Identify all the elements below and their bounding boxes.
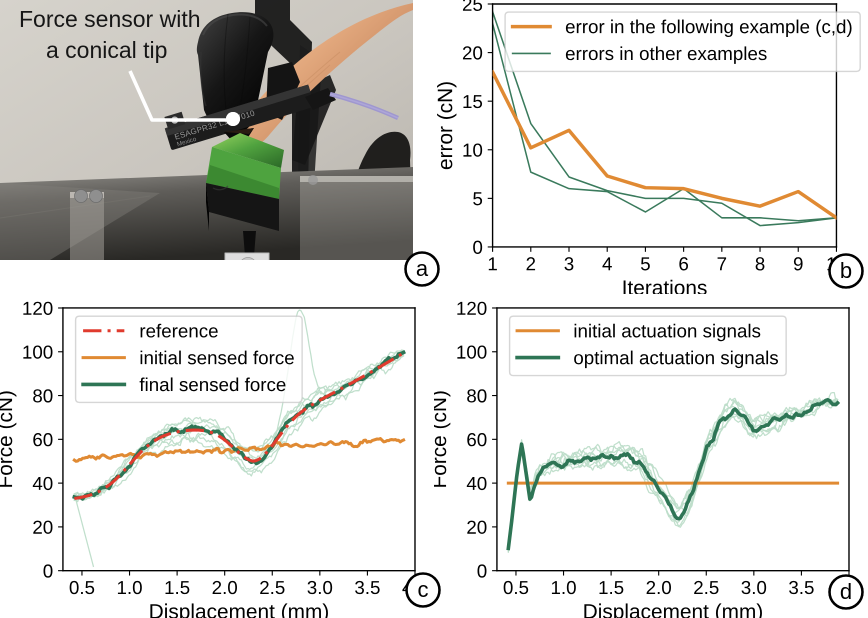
svg-text:c: c	[418, 577, 429, 602]
svg-text:d: d	[840, 579, 852, 604]
svg-text:a conical tip: a conical tip	[46, 37, 167, 63]
svg-text:Force sensor with: Force sensor with	[19, 6, 201, 32]
svg-text:b: b	[840, 258, 852, 283]
svg-text:a: a	[416, 256, 429, 281]
